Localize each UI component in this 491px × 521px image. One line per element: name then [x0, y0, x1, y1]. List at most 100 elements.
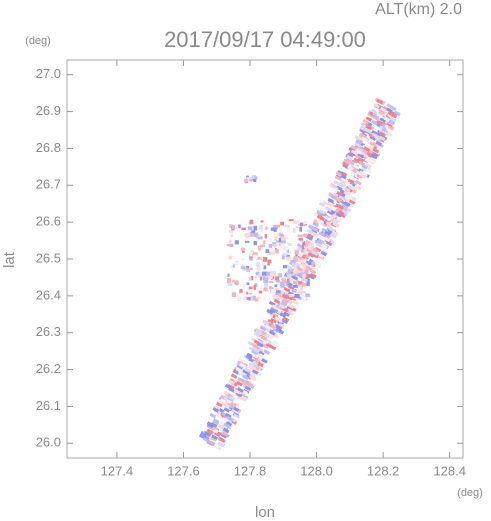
echo-cell	[346, 194, 353, 200]
echo-cell	[238, 224, 241, 229]
echo-cell	[386, 121, 394, 128]
echo-cell	[242, 374, 249, 380]
echo-cell	[248, 289, 253, 294]
echo-cell	[269, 307, 277, 314]
echo-cell	[280, 221, 285, 226]
echo-cell	[262, 275, 266, 281]
echo-cell	[283, 245, 288, 251]
echo-cell	[231, 292, 237, 298]
echo-cell	[213, 443, 221, 449]
echo-cell	[357, 157, 365, 163]
echo-cell	[357, 135, 365, 142]
echo-cell	[276, 253, 280, 256]
echo-cell	[231, 279, 235, 283]
echo-cell	[359, 128, 366, 134]
echo-cell	[241, 266, 246, 270]
echo-cell	[339, 182, 346, 188]
x-tick-label: 128.0	[300, 463, 333, 478]
echo-cell	[365, 152, 373, 158]
echo-cell	[253, 252, 258, 256]
echo-cell	[237, 295, 241, 301]
echo-cell	[301, 269, 305, 273]
echo-cell	[368, 133, 376, 139]
echo-cell	[253, 225, 258, 231]
echo-cell	[211, 434, 219, 441]
echo-cell	[273, 298, 281, 305]
echo-cell	[275, 249, 279, 254]
echo-cell	[258, 350, 265, 356]
echo-cell	[335, 171, 343, 177]
echo-cell	[336, 190, 343, 197]
echo-cell	[320, 243, 328, 249]
echo-cell	[356, 173, 363, 180]
echo-cell	[299, 256, 303, 260]
echo-cell	[256, 287, 259, 291]
echo-cell	[363, 146, 371, 152]
echo-cell	[291, 275, 299, 281]
y-unit: (deg)	[25, 35, 51, 47]
echo-cell	[241, 264, 244, 268]
echo-cell	[264, 324, 272, 331]
y-tick-label: 26.1	[36, 398, 61, 413]
echo-cell	[247, 265, 252, 269]
echo-cell	[315, 242, 323, 248]
echo-cell	[235, 280, 239, 286]
echo-cell	[381, 127, 389, 133]
echo-cell	[246, 265, 250, 269]
echo-cell	[286, 252, 292, 255]
echo-cell	[262, 319, 270, 326]
echo-cell	[244, 367, 251, 373]
echo-cell	[353, 164, 361, 170]
echo-cell	[268, 243, 273, 248]
echo-cell	[256, 342, 264, 348]
echo-cell	[343, 186, 351, 193]
echo-cell	[301, 278, 305, 282]
echo-cell	[328, 226, 336, 233]
echo-cell	[317, 252, 324, 259]
echo-cell	[244, 385, 252, 392]
echo-cell	[282, 253, 288, 256]
echo-cell	[228, 230, 233, 234]
echo-cell	[212, 418, 220, 424]
echo-cell	[275, 226, 278, 230]
echo-cell	[342, 161, 349, 168]
echo-cell	[299, 226, 303, 232]
echo-cell	[261, 358, 268, 364]
echo-cell	[376, 112, 384, 119]
echo-cell	[337, 210, 345, 216]
echo-cell	[309, 240, 316, 246]
echo-cell	[311, 226, 319, 232]
echo-cell	[264, 283, 268, 288]
echo-cell	[319, 209, 326, 215]
echo-cell	[371, 151, 379, 158]
x-tick-label: 128.2	[367, 463, 400, 478]
echo-cell	[299, 222, 303, 227]
echo-cell	[251, 230, 256, 234]
echo-cell	[260, 329, 267, 336]
echo-cell	[281, 318, 289, 325]
echo-cell	[232, 265, 235, 268]
echo-cell	[364, 158, 372, 164]
echo-cell	[200, 430, 208, 437]
echo-cell	[367, 112, 374, 118]
echo-cell	[246, 177, 250, 181]
echo-cell	[271, 304, 279, 310]
echo-cell	[293, 273, 298, 277]
echo-cell	[387, 113, 394, 119]
echo-cell	[198, 433, 206, 440]
echo-cell	[245, 354, 253, 361]
echo-cell	[279, 281, 284, 286]
echo-cell	[270, 251, 275, 255]
echo-cell	[276, 290, 281, 293]
echo-cell	[302, 240, 305, 246]
echo-cell	[256, 234, 261, 238]
echo-cell	[278, 237, 282, 243]
echo-cell	[249, 219, 254, 224]
echo-cell	[256, 261, 260, 267]
y-tick-label: 26.5	[36, 250, 61, 265]
echo-cell	[235, 261, 239, 265]
echo-cell	[335, 212, 343, 218]
echo-cell	[279, 303, 286, 310]
echo-cell	[242, 268, 247, 271]
echo-cell	[295, 226, 299, 229]
